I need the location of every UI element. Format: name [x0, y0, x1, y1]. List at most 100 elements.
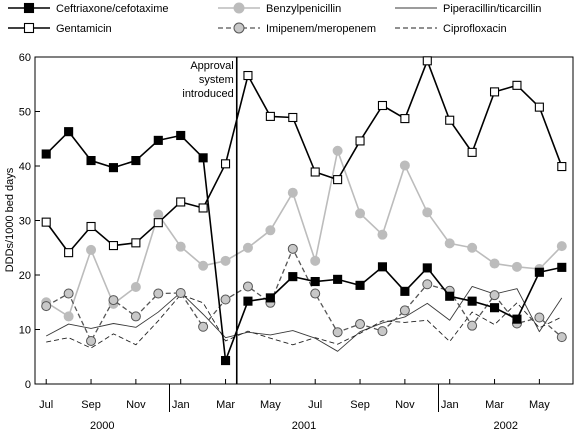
series-line [45, 248, 563, 342]
data-point [444, 238, 455, 249]
legend-item: Ciprofloxacin [395, 23, 507, 35]
y-tick-label: 20 [19, 270, 31, 282]
x-tick-label: Jul [39, 399, 53, 411]
data-point [41, 149, 51, 159]
data-point [265, 111, 275, 121]
data-point [220, 294, 231, 305]
series-piperacillin-ticarcillin [45, 286, 563, 352]
data-point [310, 288, 321, 299]
data-point [512, 80, 522, 90]
data-point [243, 296, 253, 306]
series-line [45, 130, 562, 362]
data-point [198, 321, 209, 332]
legend: Ceftriaxone/cefotaxime Benzylpenicillin Pi… [8, 2, 541, 35]
data-point [242, 281, 253, 292]
legend-item: Ceftriaxone/cefotaxime [8, 2, 169, 15]
data-point [377, 262, 388, 272]
data-point [153, 218, 163, 228]
data-point [108, 163, 119, 173]
legend-label: Benzylpenicillin [266, 3, 341, 15]
data-point [557, 161, 567, 172]
data-point [534, 267, 544, 277]
x-tick-label: Sep [350, 399, 370, 411]
x-axis: Jul Sep Nov Jan Mar May Jul Sep Nov Jan Mar May 2000… [39, 379, 550, 431]
legend-swatch-marker [23, 2, 35, 14]
data-point [422, 279, 433, 290]
data-point [377, 326, 388, 337]
data-point [422, 56, 432, 66]
data-point [108, 295, 119, 306]
data-point [130, 311, 141, 322]
data-point [288, 272, 298, 282]
data-point [534, 312, 545, 323]
data-point [153, 288, 164, 299]
data-point [332, 327, 343, 338]
data-point [288, 112, 298, 123]
data-point [333, 274, 343, 284]
y-tick-label: 30 [19, 216, 31, 228]
data-point [377, 229, 388, 240]
series-ciprofloxacin [46, 294, 562, 349]
data-point [400, 286, 410, 296]
data-point [511, 261, 522, 272]
legend-item: Gentamicin [8, 22, 112, 35]
legend-swatch-marker [23, 22, 35, 34]
data-point [63, 311, 74, 322]
data-point [489, 87, 500, 97]
data-point [41, 217, 51, 227]
legend-item: Imipenem/meropenem [218, 22, 376, 35]
data-point [377, 100, 388, 111]
data-point [355, 136, 365, 146]
data-point [175, 287, 186, 298]
x-tick-label: May [260, 399, 281, 411]
data-point [310, 276, 320, 287]
data-point [86, 221, 96, 232]
data-point [86, 335, 97, 346]
y-tick-label: 40 [19, 161, 31, 173]
data-point [63, 288, 74, 299]
y-axis: 0 10 20 30 40 50 60 [19, 52, 574, 391]
x-tick-label: Jan [172, 399, 190, 411]
x-tick-label: Nov [126, 399, 146, 411]
data-point [130, 281, 141, 292]
series-layer [41, 56, 567, 366]
x-tick-label: Nov [395, 399, 415, 411]
data-point [153, 135, 163, 145]
x-tick-label: Mar [485, 399, 504, 411]
series-ceftriaxone-cefotaxime [41, 127, 567, 366]
data-point [445, 115, 455, 125]
data-point [198, 153, 208, 163]
data-point [332, 145, 343, 156]
y-tick-label: 50 [19, 107, 31, 119]
legend-label: Gentamicin [56, 23, 112, 35]
data-point [220, 255, 231, 266]
data-point [534, 102, 544, 112]
data-point [512, 314, 522, 324]
data-point [176, 130, 186, 141]
data-point [220, 159, 231, 169]
data-point [489, 258, 500, 269]
data-point [41, 301, 52, 312]
year-label: 2000 [90, 420, 114, 431]
data-point [399, 305, 410, 316]
series-imipenem-meropenem [41, 243, 567, 346]
data-point [400, 114, 410, 124]
annotation-text: introduced [182, 88, 233, 100]
data-point [265, 225, 276, 236]
data-point [131, 238, 141, 248]
data-point [467, 242, 478, 253]
data-point [333, 175, 343, 185]
data-point [310, 167, 320, 177]
data-point [287, 187, 298, 198]
data-point [489, 290, 500, 301]
x-tick-label: Jan [441, 399, 459, 411]
data-point [242, 242, 253, 253]
legend-label: Piperacillin/ticarcillin [443, 3, 541, 15]
data-point [64, 248, 74, 258]
legend-swatch-marker [233, 2, 245, 14]
legend-item: Benzylpenicillin [218, 2, 341, 15]
x-tick-label: Sep [81, 399, 101, 411]
plot-area: 0 10 20 30 40 50 60 Jul Sep Nov Jan Mar May Jul Sep No… [19, 52, 574, 431]
data-point [422, 263, 432, 273]
legend-label: Ceftriaxone/cefotaxime [56, 3, 169, 15]
